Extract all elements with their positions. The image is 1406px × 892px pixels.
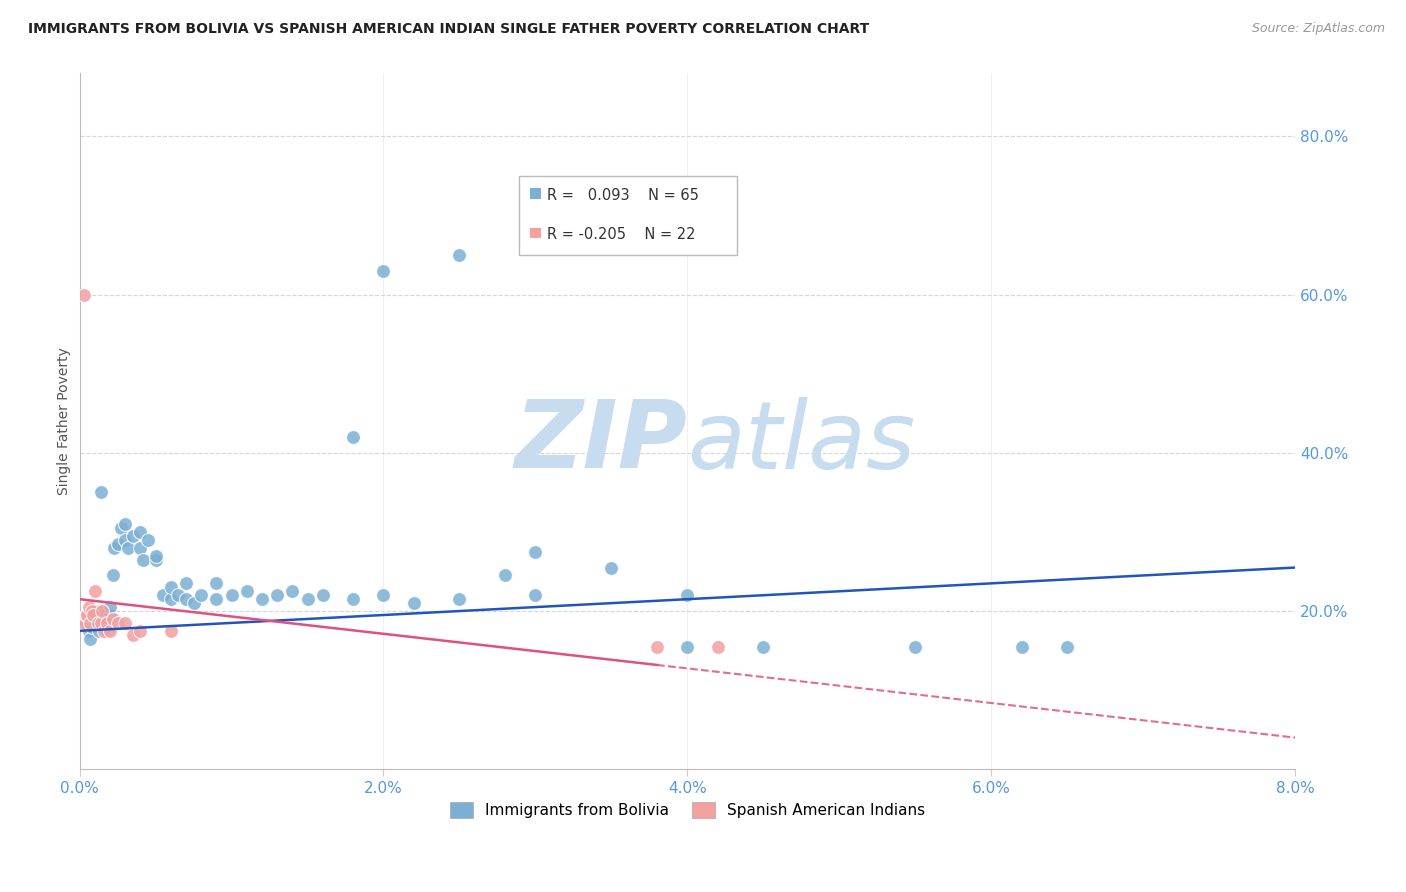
- Point: [752, 640, 775, 654]
- Point: [94, 615, 117, 630]
- Point: [1011, 640, 1033, 654]
- Point: [524, 545, 547, 559]
- Point: [91, 615, 114, 630]
- Point: [93, 607, 115, 622]
- Point: [80, 620, 103, 634]
- Point: [235, 584, 257, 599]
- Point: [494, 568, 516, 582]
- Legend: Immigrants from Bolivia, Spanish American Indians: Immigrants from Bolivia, Spanish America…: [444, 797, 931, 824]
- Point: [114, 516, 136, 531]
- Point: [117, 541, 139, 555]
- Point: [73, 615, 96, 630]
- Point: [266, 588, 288, 602]
- Text: ZIP: ZIP: [515, 396, 688, 488]
- Point: [676, 588, 699, 602]
- Point: [342, 430, 364, 444]
- Point: [205, 576, 228, 591]
- Point: [114, 615, 136, 630]
- Point: [312, 588, 335, 602]
- Point: [83, 584, 105, 599]
- Point: [110, 521, 132, 535]
- Point: [145, 552, 167, 566]
- Point: [77, 624, 100, 638]
- Point: [107, 537, 129, 551]
- Point: [449, 248, 471, 262]
- Point: [91, 604, 114, 618]
- Point: [77, 600, 100, 615]
- Point: [73, 287, 96, 301]
- Point: [83, 607, 105, 622]
- Point: [159, 580, 181, 594]
- Point: [80, 604, 103, 618]
- Text: R =   0.093    N = 65: R = 0.093 N = 65: [547, 188, 699, 203]
- Point: [250, 592, 273, 607]
- Point: [342, 592, 364, 607]
- Point: [707, 640, 730, 654]
- Point: [90, 485, 112, 500]
- Point: [145, 549, 167, 563]
- Point: [98, 624, 121, 638]
- Point: [103, 541, 125, 555]
- Point: [152, 588, 174, 602]
- Point: [281, 584, 304, 599]
- Point: [79, 615, 101, 630]
- Point: [121, 529, 143, 543]
- Point: [645, 640, 668, 654]
- Point: [159, 624, 181, 638]
- Point: [132, 552, 155, 566]
- Point: [449, 592, 471, 607]
- Point: [75, 615, 97, 630]
- Point: [221, 588, 243, 602]
- Point: [129, 524, 152, 539]
- Point: [159, 592, 181, 607]
- Point: [174, 576, 197, 591]
- Point: [129, 541, 152, 555]
- Point: [297, 592, 319, 607]
- Point: [190, 588, 212, 602]
- Point: [90, 615, 112, 630]
- Point: [82, 607, 104, 622]
- Text: Source: ZipAtlas.com: Source: ZipAtlas.com: [1251, 22, 1385, 36]
- Point: [89, 624, 111, 638]
- Point: [136, 533, 159, 547]
- Point: [1056, 640, 1078, 654]
- Point: [904, 640, 927, 654]
- Point: [114, 533, 136, 547]
- Point: [101, 568, 124, 582]
- Point: [402, 596, 425, 610]
- Point: [174, 592, 197, 607]
- Text: R = -0.205    N = 22: R = -0.205 N = 22: [547, 227, 695, 243]
- Point: [87, 615, 110, 630]
- Point: [101, 612, 124, 626]
- Point: [82, 612, 104, 626]
- Point: [373, 264, 395, 278]
- Point: [107, 615, 129, 630]
- Point: [98, 607, 121, 622]
- Point: [75, 607, 97, 622]
- Point: [96, 624, 118, 638]
- Point: [524, 588, 547, 602]
- Point: [183, 596, 205, 610]
- Point: [129, 624, 152, 638]
- Text: atlas: atlas: [688, 397, 915, 488]
- Point: [79, 632, 101, 646]
- Point: [676, 640, 699, 654]
- Point: [98, 600, 121, 615]
- Point: [167, 588, 190, 602]
- Point: [76, 607, 98, 622]
- Point: [83, 615, 105, 630]
- Point: [76, 607, 98, 622]
- Point: [373, 588, 395, 602]
- Text: IMMIGRANTS FROM BOLIVIA VS SPANISH AMERICAN INDIAN SINGLE FATHER POVERTY CORRELA: IMMIGRANTS FROM BOLIVIA VS SPANISH AMERI…: [28, 22, 869, 37]
- Point: [96, 615, 118, 630]
- Point: [87, 604, 110, 618]
- Point: [205, 592, 228, 607]
- Y-axis label: Single Father Poverty: Single Father Poverty: [58, 347, 72, 495]
- Point: [121, 628, 143, 642]
- Point: [93, 624, 115, 638]
- Point: [600, 560, 623, 574]
